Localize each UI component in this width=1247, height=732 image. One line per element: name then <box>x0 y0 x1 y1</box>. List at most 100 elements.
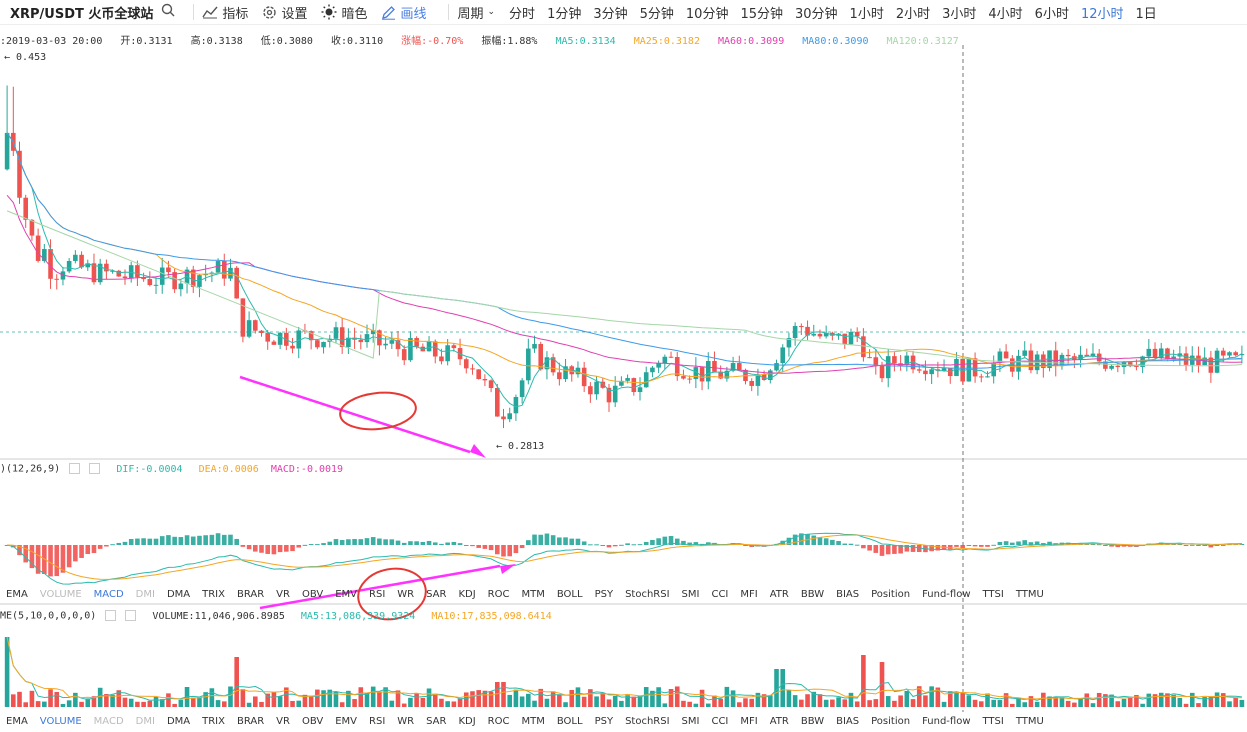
indicator-tab-dmi[interactable]: DMI <box>135 589 155 600</box>
indicator-tab-psy[interactable]: PSY <box>594 589 614 600</box>
indicator-tab-smi[interactable]: SMI <box>681 716 700 727</box>
indicator-icon <box>202 6 218 19</box>
timeframe-12[interactable]: 12小时 <box>1080 6 1124 22</box>
indicator-tab-cci[interactable]: CCI <box>711 716 729 727</box>
timeframe-0[interactable]: 分时 <box>509 6 536 22</box>
timeframe-2[interactable]: 3分钟 <box>593 6 628 22</box>
timeframe-7[interactable]: 1小时 <box>849 6 884 22</box>
indicator-tab-kdj[interactable]: KDJ <box>458 716 476 727</box>
indicator-tab-boll[interactable]: BOLL <box>556 589 583 600</box>
period-dropdown[interactable]: 周期 ⌄ <box>457 3 495 22</box>
indicator-tab-stochrsi[interactable]: StochRSI <box>625 716 670 727</box>
macd-bar <box>1096 544 1102 546</box>
indicator-tab-roc[interactable]: ROC <box>487 589 510 600</box>
timeframe-9[interactable]: 3小时 <box>942 6 977 22</box>
settings-small-icon[interactable] <box>69 463 81 474</box>
indicator-tab-dma[interactable]: DMA <box>166 716 191 727</box>
volume-bar <box>85 698 91 707</box>
timeframe-3[interactable]: 5分钟 <box>639 6 674 22</box>
symbol-title[interactable]: XRP/USDT 火币全球站 <box>10 6 154 22</box>
indicator-tab-cci[interactable]: CCI <box>711 589 729 600</box>
indicator-tab-macd[interactable]: MACD <box>93 589 124 600</box>
indicator-tab-fund-flow[interactable]: Fund-flow <box>922 716 971 727</box>
indicator-button[interactable]: 指标 <box>202 3 248 22</box>
indicator-tab-obv[interactable]: OBV <box>301 716 324 727</box>
search-icon[interactable] <box>161 3 175 21</box>
timeframe-1[interactable]: 1分钟 <box>547 6 582 22</box>
timeframe-8[interactable]: 2小时 <box>895 6 931 22</box>
indicator-tab-emv[interactable]: EMV <box>335 589 358 600</box>
indicator-tab-brar[interactable]: BRAR <box>236 589 265 600</box>
indicator-tab-atr[interactable]: ATR <box>769 716 789 727</box>
indicator-tab-sar[interactable]: SAR <box>426 589 447 600</box>
indicator-tab-sar[interactable]: SAR <box>426 716 447 727</box>
indicator-tab-trix[interactable]: TRIX <box>202 716 225 727</box>
timeframe-6[interactable]: 30分钟 <box>795 6 838 22</box>
volume-bar <box>426 688 432 707</box>
indicator-tab-mtm[interactable]: MTM <box>521 589 545 600</box>
volume-bar <box>830 699 835 707</box>
volume-bar <box>892 700 897 707</box>
indicator-tab-vr[interactable]: VR <box>276 716 290 727</box>
indicator-tab-dmi[interactable]: DMI <box>135 716 155 727</box>
settings-small-icon[interactable] <box>105 610 117 621</box>
indicator-tab-macd[interactable]: MACD <box>93 716 124 727</box>
timeframe-4[interactable]: 10分钟 <box>685 6 729 22</box>
volume-bar <box>457 698 463 707</box>
indicator-tab-bbw[interactable]: BBW <box>800 716 825 727</box>
indicator-tab-bias[interactable]: BIAS <box>836 716 860 727</box>
macd-bar <box>650 539 655 545</box>
volume-bar <box>476 690 481 707</box>
indicator-tab-ttmu[interactable]: TTMU <box>1015 716 1044 727</box>
indicator-tab-mfi[interactable]: MFI <box>740 716 758 727</box>
candle-body <box>383 343 388 346</box>
indicator-tab-ttsi[interactable]: TTSI <box>982 589 1004 600</box>
indicator-tab-bias[interactable]: BIAS <box>836 589 860 600</box>
indicator-tab-position[interactable]: Position <box>871 589 911 600</box>
indicator-tab-kdj[interactable]: KDJ <box>458 589 476 600</box>
timeframe-11[interactable]: 6小时 <box>1034 6 1069 22</box>
volume-bar <box>128 698 134 707</box>
indicator-tab-dma[interactable]: DMA <box>166 589 191 600</box>
indicator-tab-rsi[interactable]: RSI <box>369 716 386 727</box>
close-small-icon[interactable] <box>89 463 101 474</box>
indicator-tab-wr[interactable]: WR <box>397 716 415 727</box>
indicator-tab-ttmu[interactable]: TTMU <box>1015 589 1044 600</box>
indicator-tab-boll[interactable]: BOLL <box>556 716 583 727</box>
indicator-tab-fund-flow[interactable]: Fund-flow <box>922 589 971 600</box>
indicator-tab-obv[interactable]: OBV <box>301 589 324 600</box>
indicator-tab-volume[interactable]: VOLUME <box>39 589 82 600</box>
volume-bar <box>854 701 860 707</box>
indicator-tab-bbw[interactable]: BBW <box>800 589 825 600</box>
indicator-tab-position[interactable]: Position <box>871 716 911 727</box>
indicator-tab-stochrsi[interactable]: StochRSI <box>625 589 670 600</box>
indicator-tab-roc[interactable]: ROC <box>487 716 510 727</box>
timeframe-13[interactable]: 1日 <box>1135 6 1157 22</box>
indicator-tab-ttsi[interactable]: TTSI <box>982 716 1004 727</box>
timeframe-5[interactable]: 15分钟 <box>740 6 783 22</box>
candle-body <box>414 338 419 347</box>
indicator-tab-psy[interactable]: PSY <box>594 716 614 727</box>
indicator-tab-vr[interactable]: VR <box>276 589 290 600</box>
settings-button[interactable]: 设置 <box>262 3 307 22</box>
close-small-icon[interactable] <box>125 610 137 621</box>
indicator-tab-atr[interactable]: ATR <box>769 589 789 600</box>
indicator-tab-ema[interactable]: EMA <box>6 716 28 727</box>
indicator-tab-mtm[interactable]: MTM <box>521 716 545 727</box>
indicator-tab-smi[interactable]: SMI <box>681 589 700 600</box>
indicator-tab-wr[interactable]: WR <box>397 589 415 600</box>
indicator-tab-rsi[interactable]: RSI <box>369 589 386 600</box>
indicator-tab-mfi[interactable]: MFI <box>740 589 758 600</box>
dark-mode-button[interactable]: 暗色 <box>321 3 367 22</box>
draw-line-button[interactable]: 画线 <box>381 3 426 22</box>
indicator-tab-emv[interactable]: EMV <box>335 716 358 727</box>
candle-body <box>892 356 897 364</box>
ma60-line <box>6 194 1242 374</box>
indicator-tab-ema[interactable]: EMA <box>6 589 28 600</box>
indicator-tab-volume[interactable]: VOLUME <box>39 716 82 727</box>
macd-bar <box>414 541 419 545</box>
indicator-tab-trix[interactable]: TRIX <box>202 589 225 600</box>
timeframe-10[interactable]: 4小时 <box>988 6 1023 22</box>
indicator-tab-brar[interactable]: BRAR <box>236 716 265 727</box>
